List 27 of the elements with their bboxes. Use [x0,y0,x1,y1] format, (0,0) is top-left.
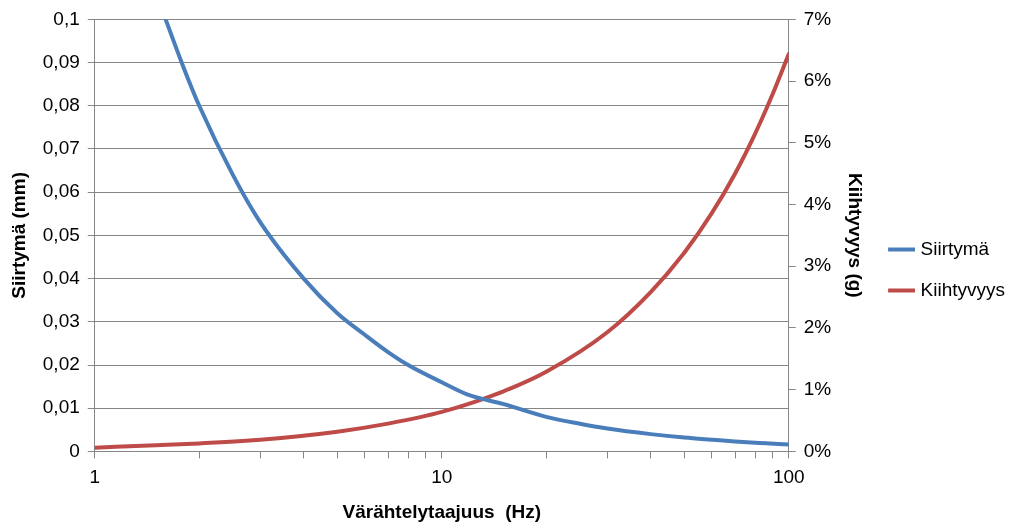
y2-tick-label: 0% [803,439,832,461]
y2-tick-label: 3% [803,254,832,276]
y-tick-label: 0,06 [42,180,80,202]
y-tick-label: 0,05 [42,223,80,245]
y-tick-label: 0,1 [53,7,80,29]
y2-tick-label: 7% [803,7,832,29]
y-tick-label: 0,03 [42,310,80,332]
y2-tick-label: 5% [803,131,832,153]
y2-tick-label: 6% [803,69,832,91]
y2-tick-label: 1% [803,377,832,399]
x-tick-label: 1 [89,466,101,488]
y-tick-label: 0,01 [42,396,80,418]
legend-label: Kiihtyvyys [920,278,1006,300]
legend-label: Siirtymä [920,237,990,259]
y-tick-label: 0,09 [42,50,80,72]
y-axis-title: Siirtymä (mm) [7,172,29,299]
x-axis-title: Värähtelytaajuus (Hz) [342,500,542,522]
y-tick-label: 0,08 [42,94,80,116]
y-tick-label: 0,04 [42,266,81,288]
y-tick-label: 0 [69,439,80,461]
y-tick-label: 0,07 [42,137,80,159]
y-tick-label: 0,02 [42,353,80,375]
y2-axis-title: Kiihtyvyys (g) [845,173,867,298]
y2-tick-label: 2% [803,316,832,338]
y2-tick-label: 4% [803,192,832,214]
x-tick-label: 10 [431,466,453,488]
x-tick-label: 100 [772,466,805,488]
